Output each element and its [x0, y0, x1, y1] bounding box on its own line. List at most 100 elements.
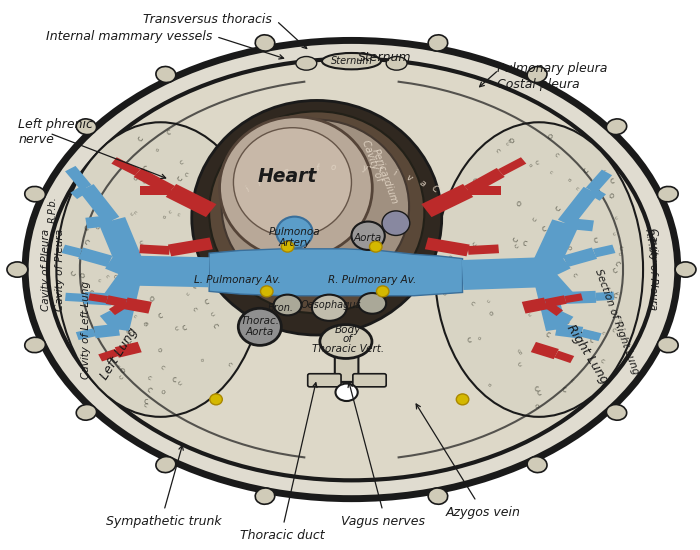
- FancyBboxPatch shape: [353, 374, 386, 387]
- Text: c: c: [561, 384, 567, 394]
- Text: c: c: [531, 217, 538, 223]
- Text: c: c: [533, 383, 539, 393]
- Text: c: c: [612, 231, 617, 237]
- Text: c: c: [563, 316, 571, 326]
- Text: Cavity of Pleura: Cavity of Pleura: [55, 228, 65, 311]
- Text: Costal pleura: Costal pleura: [497, 78, 580, 91]
- Text: c: c: [180, 322, 188, 332]
- Ellipse shape: [260, 286, 273, 297]
- Text: R.P.b.: R.P.b.: [643, 227, 657, 257]
- Ellipse shape: [606, 404, 627, 420]
- Text: c: c: [225, 223, 230, 229]
- Text: o: o: [515, 200, 522, 209]
- Ellipse shape: [435, 122, 643, 417]
- Text: o: o: [106, 324, 112, 331]
- Polygon shape: [555, 323, 583, 339]
- Polygon shape: [71, 185, 90, 199]
- Text: Thorac.: Thorac.: [240, 316, 279, 326]
- Text: c: c: [570, 221, 575, 226]
- Ellipse shape: [281, 241, 294, 252]
- Text: c: c: [121, 258, 126, 264]
- Text: c: c: [241, 311, 246, 317]
- Polygon shape: [421, 184, 473, 217]
- Text: o: o: [221, 192, 227, 198]
- Ellipse shape: [256, 35, 275, 51]
- Polygon shape: [98, 349, 119, 361]
- Text: c: c: [130, 211, 136, 217]
- Text: Oesophagus: Oesophagus: [300, 300, 361, 310]
- Text: c: c: [146, 375, 152, 382]
- Ellipse shape: [220, 117, 372, 258]
- Ellipse shape: [57, 122, 265, 417]
- Text: v: v: [404, 173, 413, 183]
- Text: e: e: [269, 173, 278, 183]
- Text: c: c: [202, 257, 210, 267]
- Text: Transversus thoracis: Transversus thoracis: [143, 13, 272, 26]
- Text: c: c: [118, 374, 125, 381]
- Polygon shape: [564, 293, 583, 303]
- Text: Pulmonoa: Pulmonoa: [269, 228, 321, 238]
- Polygon shape: [134, 168, 175, 195]
- Text: o: o: [167, 244, 172, 250]
- Polygon shape: [88, 293, 108, 303]
- Polygon shape: [132, 256, 210, 287]
- Polygon shape: [498, 157, 526, 175]
- Text: c: c: [122, 312, 127, 318]
- Text: o: o: [534, 403, 541, 410]
- Text: c: c: [175, 174, 185, 184]
- Polygon shape: [564, 218, 594, 232]
- Text: Right Lung: Right Lung: [564, 322, 611, 386]
- Text: o: o: [77, 271, 88, 281]
- Polygon shape: [554, 350, 574, 363]
- Ellipse shape: [156, 456, 176, 472]
- Text: c: c: [486, 299, 492, 304]
- Ellipse shape: [276, 217, 313, 248]
- Polygon shape: [529, 219, 578, 276]
- Text: c: c: [142, 402, 148, 409]
- Text: c: c: [536, 388, 542, 398]
- Polygon shape: [558, 187, 598, 227]
- Text: Aorta: Aorta: [354, 233, 382, 243]
- Text: c: c: [98, 278, 102, 283]
- Text: o: o: [618, 318, 623, 324]
- Text: c: c: [141, 164, 147, 173]
- Text: C: C: [429, 184, 440, 195]
- Ellipse shape: [428, 35, 448, 51]
- Polygon shape: [596, 292, 615, 301]
- Text: Pulmonary pleura: Pulmonary pleura: [497, 62, 608, 75]
- Polygon shape: [542, 300, 563, 316]
- Text: c: c: [130, 292, 135, 298]
- Ellipse shape: [76, 119, 97, 135]
- Polygon shape: [209, 249, 463, 296]
- Text: c: c: [144, 397, 148, 406]
- Polygon shape: [83, 292, 113, 306]
- Text: c: c: [129, 249, 135, 254]
- Text: c: c: [549, 239, 556, 246]
- Text: Cavity of Pleura: Cavity of Pleura: [648, 228, 659, 311]
- Ellipse shape: [238, 309, 281, 345]
- Polygon shape: [124, 298, 152, 313]
- Text: c: c: [466, 336, 473, 345]
- Polygon shape: [593, 245, 615, 257]
- Polygon shape: [425, 238, 470, 256]
- Text: c: c: [69, 268, 78, 278]
- Ellipse shape: [210, 394, 223, 405]
- Text: c: c: [124, 298, 131, 304]
- FancyBboxPatch shape: [308, 374, 341, 387]
- Text: c: c: [124, 327, 133, 337]
- Text: c: c: [83, 223, 90, 233]
- Text: c: c: [494, 147, 500, 154]
- Text: c: c: [469, 176, 479, 185]
- Text: c: c: [479, 185, 484, 194]
- Ellipse shape: [25, 41, 678, 499]
- Text: c: c: [446, 254, 452, 261]
- Ellipse shape: [657, 337, 678, 353]
- Polygon shape: [531, 342, 559, 359]
- Text: c: c: [510, 235, 520, 244]
- Ellipse shape: [7, 262, 28, 277]
- Text: c: c: [559, 256, 564, 266]
- Polygon shape: [532, 271, 566, 331]
- Ellipse shape: [322, 53, 381, 69]
- Text: c: c: [612, 259, 622, 268]
- Text: Thoracic Vert.: Thoracic Vert.: [312, 344, 384, 354]
